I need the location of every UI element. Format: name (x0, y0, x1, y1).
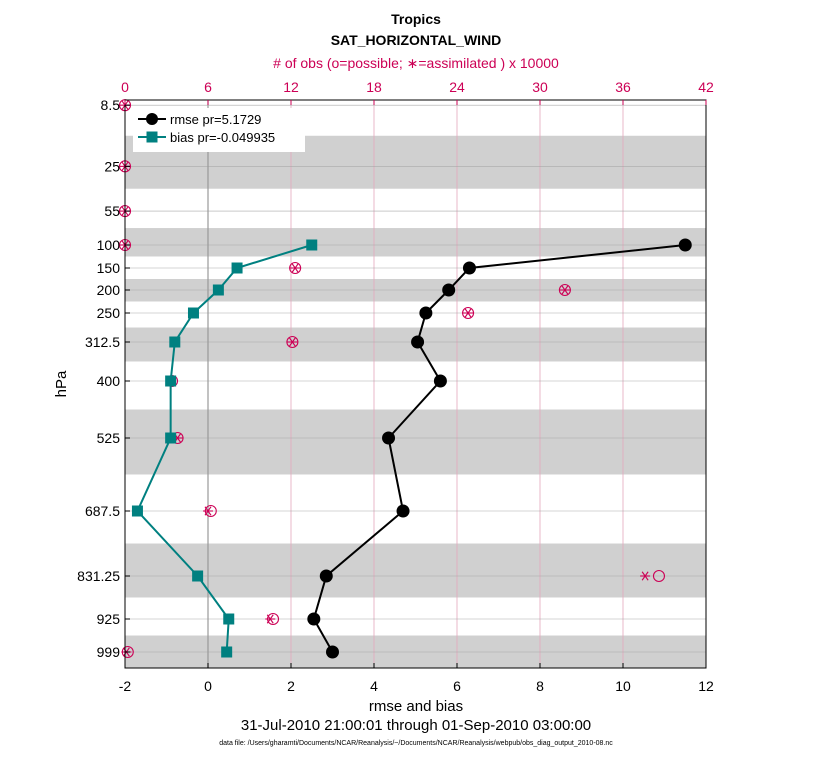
level-bands (125, 135, 706, 668)
bias-point (231, 262, 243, 274)
x-tick-label: 6 (453, 678, 461, 694)
bias-point (221, 646, 233, 658)
x-tick-label: 2 (287, 678, 295, 694)
rmse-point (396, 504, 410, 518)
y-tick-label: 150 (97, 260, 121, 276)
top-tick-label: 6 (204, 79, 212, 95)
bias-point (165, 432, 177, 444)
top-tick-label: 24 (449, 79, 465, 95)
bias-point (306, 239, 318, 251)
obs-possible-marker (462, 306, 475, 320)
top-tick-label: 0 (121, 79, 129, 95)
y-tick-label: 312.5 (85, 334, 120, 350)
chart-subtitle: SAT_HORIZONTAL_WIND (331, 32, 502, 48)
obs-assimilated-marker (265, 614, 276, 624)
chart-title: Tropics (391, 11, 441, 27)
rmse-point (411, 335, 425, 349)
obs-assimilated-marker (287, 337, 298, 347)
y-tick-label: 400 (97, 373, 121, 389)
rmse-point (678, 238, 692, 252)
rmse-point (319, 569, 333, 583)
top-tick-label: 18 (366, 79, 382, 95)
level-band (125, 543, 706, 598)
x-tick-label: 12 (698, 678, 714, 694)
obs-assimilated-marker (463, 308, 474, 318)
y-tick-label: 200 (97, 282, 121, 298)
level-band (125, 409, 706, 475)
axis-ticks: -2 0 2 4 6 8 10 120 6 12 18 24 30 36 428.5255510015020… (77, 79, 714, 694)
legend-box (133, 108, 305, 152)
legend-rmse-label: rmse pr=5.1729 (170, 112, 261, 127)
bias-point (131, 505, 143, 517)
legend: rmse pr=5.1729 bias pr=-0.049935 (133, 108, 305, 152)
bias-point (165, 375, 177, 387)
rmse-point (462, 261, 476, 275)
legend-bias-label: bias pr=-0.049935 (170, 130, 275, 145)
top-tick-label: 42 (698, 79, 714, 95)
y-tick-label: 999 (97, 644, 121, 660)
y-axis-label: hPa (53, 370, 70, 397)
asterisk-stroke (288, 337, 296, 347)
x-axis-label: rmse and bias (369, 698, 463, 715)
obs-possible-marker (286, 335, 299, 349)
rmse-point (442, 283, 456, 297)
y-tick-label: 925 (97, 611, 121, 627)
x-tick-label: -2 (119, 678, 132, 694)
obs-assimilated-marker (203, 506, 213, 516)
y-tick-label: 687.5 (85, 503, 120, 519)
x-tick-label: 4 (370, 678, 378, 694)
bias-point (212, 284, 224, 296)
rmse-point (419, 306, 433, 320)
asterisk-stroke (464, 308, 472, 318)
data-file-note: data file: /Users/gharamti/Documents/NCA… (219, 740, 613, 747)
rmse-point (326, 645, 339, 659)
bias-point (223, 613, 235, 625)
legend-bias-marker (146, 131, 158, 143)
legend-rmse-marker (146, 113, 158, 125)
asterisk-stroke (291, 263, 299, 273)
rmse-point (382, 431, 396, 445)
series-lines (131, 238, 692, 659)
y-tick-label: 100 (97, 237, 121, 253)
top-axis-label: # of obs (o=possible; ∗=assimilated ) x … (273, 55, 559, 71)
x-tick-label: 10 (615, 678, 631, 694)
x-tick-label: 8 (536, 678, 544, 694)
plot-frame (124, 99, 707, 669)
y-tick-label: 8.5 (101, 97, 121, 113)
rmse-point (433, 374, 447, 388)
top-tick-label: 30 (532, 79, 548, 95)
rmse-point (307, 612, 321, 626)
asterisk-stroke (266, 614, 274, 624)
top-tick-label: 12 (283, 79, 299, 95)
obs-possible-marker (558, 283, 571, 297)
x-tick-label: 0 (204, 678, 212, 694)
y-tick-label: 25 (104, 158, 120, 174)
bias-point (192, 570, 204, 582)
bias-point (187, 307, 199, 319)
bias-point (169, 336, 181, 348)
top-tick-label: 36 (615, 79, 631, 95)
level-band (125, 228, 706, 257)
obs-possible-marker (289, 261, 302, 275)
y-tick-label: 55 (104, 203, 120, 219)
y-tick-label: 525 (97, 430, 121, 446)
asterisk-stroke (204, 506, 212, 516)
date-range: 31-Jul-2010 21:00:01 through 01-Sep-2010… (241, 717, 591, 734)
obs-possible-marker (652, 569, 666, 583)
y-tick-label: 831.25 (77, 568, 120, 584)
obs-assimilated-marker (640, 571, 651, 581)
asterisk-stroke (561, 285, 569, 295)
obs-assimilated-marker (559, 285, 570, 295)
asterisk-stroke (641, 571, 649, 581)
obs-assimilated-marker (290, 263, 301, 273)
y-tick-label: 250 (97, 305, 121, 321)
